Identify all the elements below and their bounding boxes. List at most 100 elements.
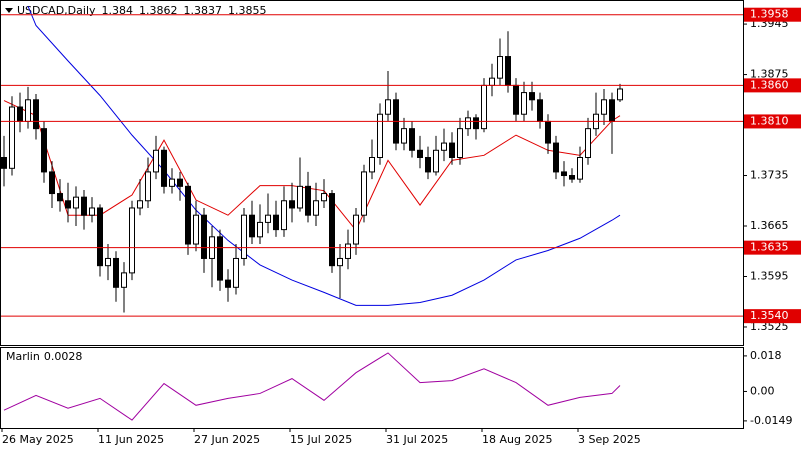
candle-body xyxy=(465,117,471,130)
last-low: 1.3837 xyxy=(184,4,223,17)
candle-body xyxy=(449,142,455,158)
candle-body xyxy=(225,279,231,288)
candle-body xyxy=(25,99,31,122)
y-tick-label: 1.3665 xyxy=(750,219,789,232)
candle-body xyxy=(113,257,119,288)
level-label: 1.3810 xyxy=(750,114,789,127)
x-tick-label: 26 May 2025 xyxy=(2,433,74,446)
candle-body xyxy=(545,120,551,144)
candle-body xyxy=(297,185,303,209)
candle-body xyxy=(553,142,559,173)
candle-body xyxy=(161,149,167,187)
candle-body xyxy=(281,200,287,231)
candle-body xyxy=(97,207,103,267)
indicator-frame xyxy=(0,347,744,429)
candle-body xyxy=(233,257,239,288)
level-tag xyxy=(744,7,801,22)
candle-body xyxy=(145,171,151,202)
candle-body xyxy=(41,128,47,173)
candle-body xyxy=(513,84,519,115)
candle-body xyxy=(609,99,615,122)
candle-body xyxy=(353,214,359,245)
symbol: USDCAD,Daily xyxy=(17,4,96,17)
last-high: 1.3862 xyxy=(139,4,178,17)
level-label: 1.3540 xyxy=(750,309,789,322)
level-tag xyxy=(744,114,801,129)
candle-body xyxy=(569,175,575,180)
candle-body xyxy=(313,200,319,216)
level-tag xyxy=(744,309,801,324)
oscillator-line xyxy=(3,352,621,421)
candle-body xyxy=(129,207,135,274)
candle-body xyxy=(441,142,447,151)
candle-body xyxy=(17,106,23,122)
level-tag xyxy=(744,78,801,93)
y-tick-label: 1.3525 xyxy=(750,320,789,333)
candle-body xyxy=(177,178,183,187)
x-tick-label: 27 Jun 2025 xyxy=(194,433,260,446)
candle-body xyxy=(345,243,351,259)
candle-body xyxy=(65,200,71,209)
candle-body xyxy=(137,200,143,209)
x-tick-label: 31 Jul 2025 xyxy=(386,433,448,446)
candle-body xyxy=(169,178,175,187)
menu-icon xyxy=(5,8,13,13)
level-label: 1.3635 xyxy=(750,241,789,254)
chart-header: USDCAD,Daily 1.384 1.3862 1.3837 1.3855 xyxy=(17,4,267,17)
candle-body xyxy=(265,214,271,223)
y-tick-label: 1.3875 xyxy=(750,68,789,81)
candle-body xyxy=(49,171,55,195)
indicator-header: Marlin 0.0028 xyxy=(6,350,82,363)
candle-body xyxy=(201,214,207,259)
candle-body xyxy=(257,221,263,238)
indicator-current: 0.0028 xyxy=(44,350,83,363)
candle-body xyxy=(409,128,415,151)
candle-body xyxy=(537,99,543,122)
candle-body xyxy=(305,185,311,216)
candle-body xyxy=(401,128,407,144)
level-label: 1.3958 xyxy=(750,8,789,21)
candle-body xyxy=(249,214,255,238)
candle-body xyxy=(473,117,479,130)
candle-body xyxy=(361,171,367,216)
candle-body xyxy=(481,84,487,130)
x-tick-label: 18 Aug 2025 xyxy=(482,433,552,446)
candle-body xyxy=(497,56,503,79)
candle-body xyxy=(433,149,439,173)
candle-body xyxy=(385,99,391,115)
candle-body xyxy=(185,185,191,245)
last-close: 1.3855 xyxy=(228,4,267,17)
candle-body xyxy=(377,113,383,158)
y-tick-label: 0.018 xyxy=(750,349,782,362)
x-tick-label: 3 Sep 2025 xyxy=(578,433,641,446)
main-frame xyxy=(0,0,744,346)
candle-body xyxy=(617,88,623,101)
y-tick-label: 1.3595 xyxy=(750,269,789,282)
candle-body xyxy=(601,99,607,115)
indicator-name: Marlin xyxy=(6,350,40,363)
candle-body xyxy=(585,128,591,158)
candle-body xyxy=(81,196,87,216)
candle-body xyxy=(289,200,295,209)
candle-body xyxy=(105,257,111,267)
y-tick-label: 1.3735 xyxy=(750,169,789,182)
last-open: 1.384 xyxy=(102,4,134,17)
candle-body xyxy=(417,149,423,158)
level-tag xyxy=(744,240,801,255)
candle-body xyxy=(89,207,95,216)
candle-body xyxy=(73,196,79,209)
candle-body xyxy=(1,156,7,169)
candle-body xyxy=(489,77,495,86)
candle-body xyxy=(273,214,279,231)
candle-body xyxy=(457,128,463,158)
moving-average xyxy=(27,5,621,306)
level-label: 1.3860 xyxy=(750,78,789,91)
candle-body xyxy=(561,171,567,177)
candle-body xyxy=(329,193,335,267)
candle-body xyxy=(217,236,223,281)
y-tick-label: -0.0149 xyxy=(750,414,792,427)
candle-body xyxy=(505,56,511,86)
